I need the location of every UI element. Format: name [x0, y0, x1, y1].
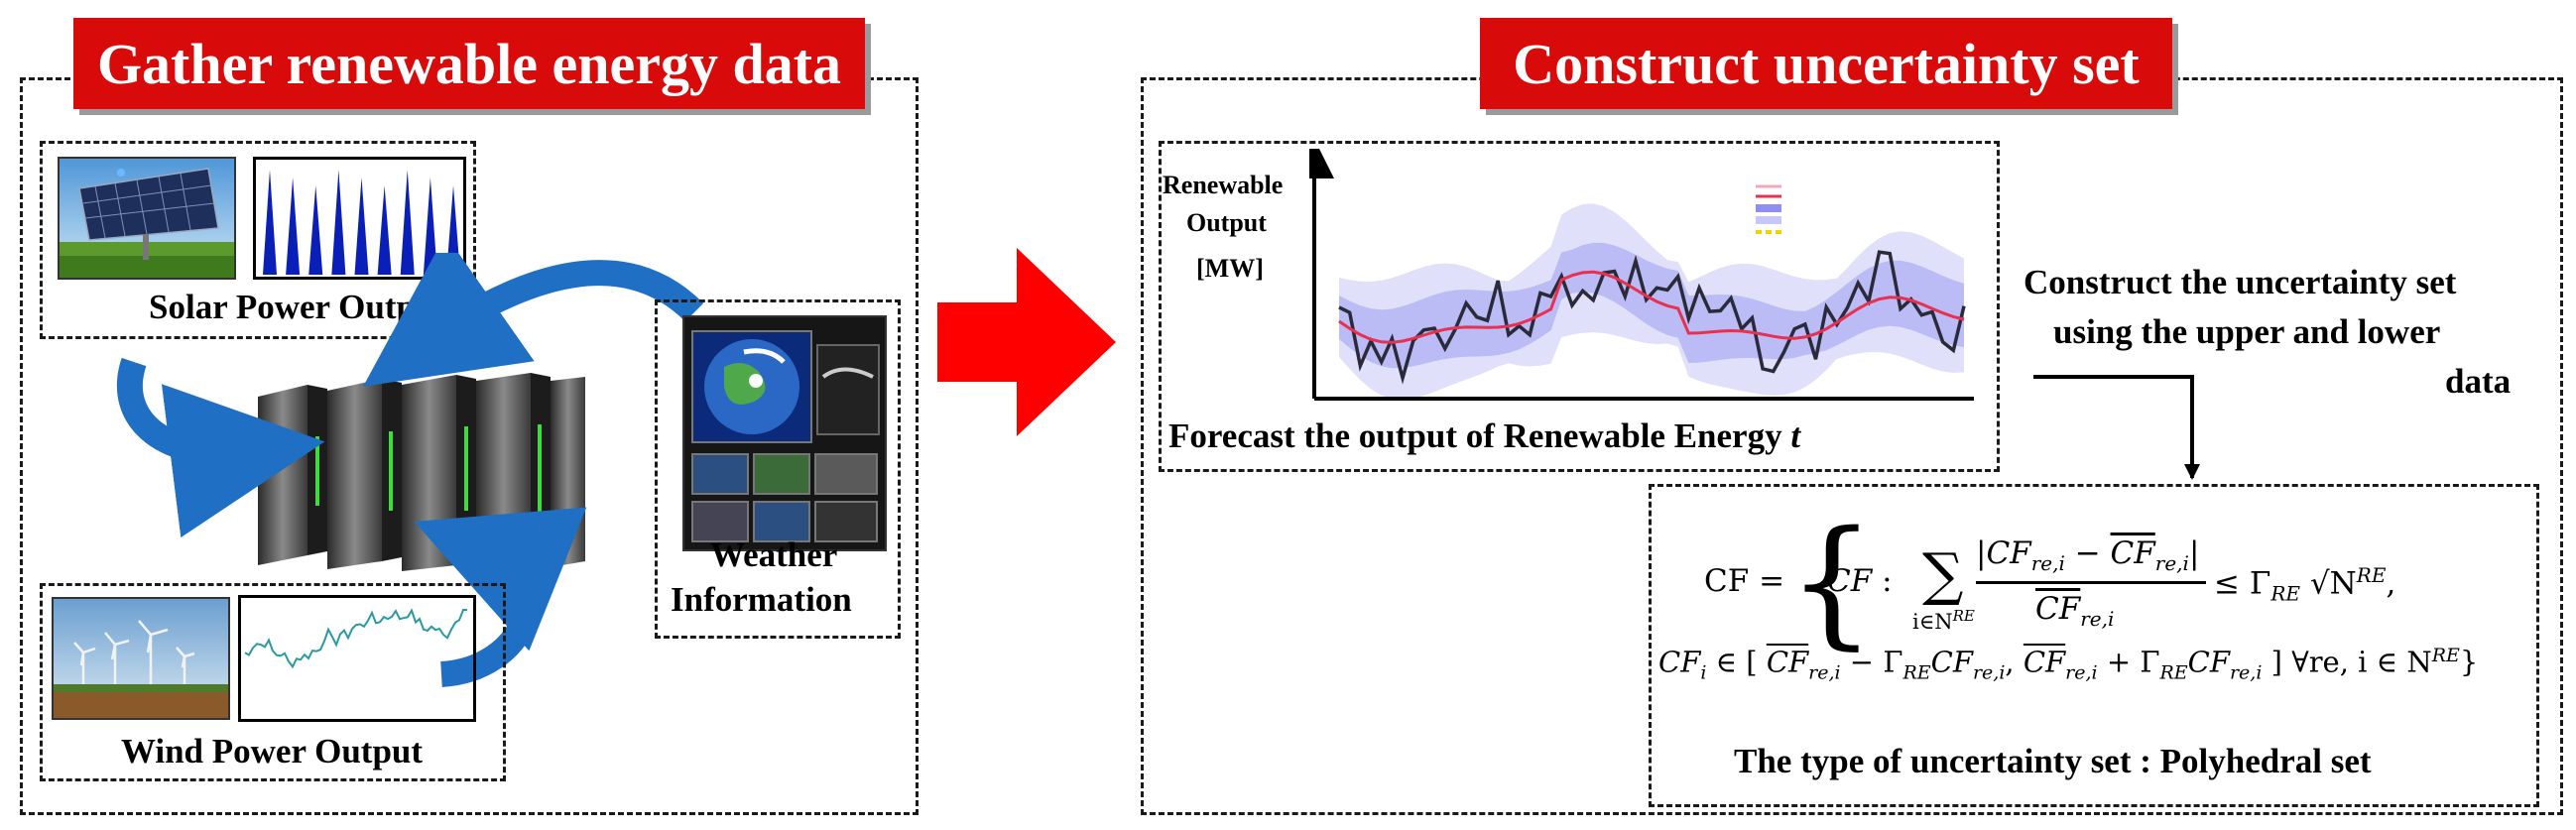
- formula-denominator: CFre,i: [2035, 591, 2114, 631]
- flow-arrow: [937, 248, 1116, 436]
- solar-spike: [377, 185, 392, 275]
- formula-num-close: |: [2188, 535, 2200, 571]
- f2-b: CF: [1930, 645, 1973, 679]
- wind-output-line: [244, 608, 467, 669]
- gather-data-banner: Gather renewable energy data: [73, 18, 865, 109]
- f2-a: CF: [1766, 645, 1809, 679]
- set-type-label: The type of uncertainty set : Polyhedral…: [1734, 742, 2372, 780]
- forecast-band-outer: [1339, 203, 1964, 401]
- forecast-group: [1159, 141, 2000, 472]
- forecast-caption-var: t: [1790, 416, 1801, 455]
- forecast-mean-line: [1338, 270, 1965, 344]
- formula-colon: :: [1882, 563, 1893, 599]
- solar-spike: [400, 170, 415, 275]
- formula-sum: ∑: [1922, 540, 1964, 608]
- formula-numerator: |CFre,i − CFre,i|: [1976, 535, 2199, 575]
- chart-ylabel-line1: Renewable: [1163, 171, 1284, 199]
- formula-num2: CF: [2110, 535, 2155, 571]
- wind-group: [40, 583, 506, 781]
- formula-sum-sup: RE: [1952, 607, 1975, 625]
- formula-num-open: |CF: [1976, 535, 2031, 571]
- f2-lhs-sub: i: [1700, 661, 1707, 684]
- f2-comma: ,: [2005, 645, 2015, 679]
- formula-rhs: ≤ ΓRE √NRE,: [2214, 563, 2395, 606]
- f2-in: ∈ [: [1715, 645, 1758, 679]
- formula-group: [1649, 484, 2539, 807]
- cycle-arrows: [116, 253, 704, 687]
- solar-spike: [308, 185, 323, 275]
- f2-forall-sup: RE: [2431, 645, 2460, 666]
- f2-a-sub: re,i: [1808, 661, 1841, 684]
- weather-monitor-photo: [682, 315, 887, 551]
- solar-spike: [354, 178, 369, 275]
- arrow-solar-to-server: [116, 357, 325, 538]
- f2-b-sub: re,i: [1972, 661, 2006, 684]
- wind-turbine-photo: [52, 597, 230, 720]
- formula-den-sub: re,i: [2080, 607, 2115, 632]
- step-arrow: [2033, 375, 2200, 480]
- formula-leq: ≤ Γ: [2214, 565, 2271, 602]
- step-text-line3: data: [2445, 362, 2512, 401]
- f2-close: ]: [2270, 645, 2282, 679]
- actual-output-line: [1338, 250, 1966, 385]
- formula-fraction-bar: [1976, 581, 2206, 584]
- forecast-chart: [1309, 149, 1974, 401]
- chart-ylabel-line3: [MW]: [1196, 254, 1264, 283]
- solar-panel-photo: [58, 157, 236, 280]
- formula-line2: CFi ∈ [ CFre,i − ΓRECFre,i, CFre,i + ΓRE…: [1658, 645, 2478, 683]
- f2-brace: }: [2459, 645, 2479, 679]
- arrow-weather-to-solar: [363, 253, 704, 387]
- construct-set-banner: Construct uncertainty set: [1480, 18, 2172, 109]
- formula-brace-left: {: [1787, 502, 1877, 663]
- forecast-caption: Forecast the output of Renewable Energy …: [1168, 416, 1800, 456]
- weather-label-line1: Weather: [710, 535, 838, 574]
- f2-d-sub: re,i: [2229, 661, 2263, 684]
- formula-num-sub: re,i: [2030, 551, 2065, 576]
- solar-spike: [423, 178, 437, 275]
- solar-output-chart: [253, 157, 466, 280]
- solar-spike: [263, 170, 277, 275]
- formula-line1: CF =: [1704, 563, 1784, 599]
- f2-minus: − Γ: [1840, 645, 1903, 679]
- weather-group: [655, 299, 901, 639]
- chart-ylabel-line2: Output: [1186, 208, 1267, 237]
- formula-gamma-sub: RE: [2270, 581, 2301, 606]
- formula-comma: ,: [2386, 565, 2396, 602]
- formula-sqrt: √N: [2309, 565, 2357, 602]
- f2-lhs: CF: [1658, 645, 1701, 679]
- weather-label-line2: Information: [671, 580, 852, 619]
- f2-c: CF: [2023, 645, 2066, 679]
- f2-g2-sub: RE: [2159, 661, 2188, 684]
- formula-sum-index: i∈NRE: [1912, 607, 1975, 634]
- forecast-caption-text: Forecast the output of Renewable Energy: [1168, 416, 1782, 455]
- solar-spike: [286, 178, 301, 275]
- wind-output-chart: [238, 595, 476, 722]
- f2-d: CF: [2187, 645, 2230, 679]
- formula-sum-sub: i∈N: [1912, 610, 1953, 634]
- formula-sqrt-sup: RE: [2356, 563, 2387, 587]
- f2-plus: + Γ: [2097, 645, 2160, 679]
- formula-cf: CF: [1827, 563, 1873, 599]
- formula-num2-sub: re,i: [2154, 551, 2189, 576]
- arrow-wind-to-server: [414, 507, 587, 687]
- solar-spike: [331, 170, 346, 275]
- step-text-line2: using the upper and lower: [2053, 312, 2441, 351]
- forecast-plot-area: [1338, 203, 1966, 401]
- legend-swatches: [1756, 184, 1781, 234]
- solar-spike: [446, 185, 460, 275]
- f2-c-sub: re,i: [2065, 661, 2098, 684]
- solar-group: [40, 141, 476, 339]
- formula-lhs: CF =: [1704, 563, 1785, 599]
- formula-den: CF: [2035, 591, 2081, 627]
- f2-g1-sub: RE: [1902, 661, 1931, 684]
- formula-set-var: CF :: [1827, 563, 1893, 599]
- wind-power-label: Wind Power Output: [121, 732, 424, 771]
- formula-num-minus: −: [2074, 535, 2101, 571]
- f2-forall: ∀re, i ∈ N: [2291, 645, 2432, 679]
- step-text-line1: Construct the uncertainty set: [2024, 263, 2457, 301]
